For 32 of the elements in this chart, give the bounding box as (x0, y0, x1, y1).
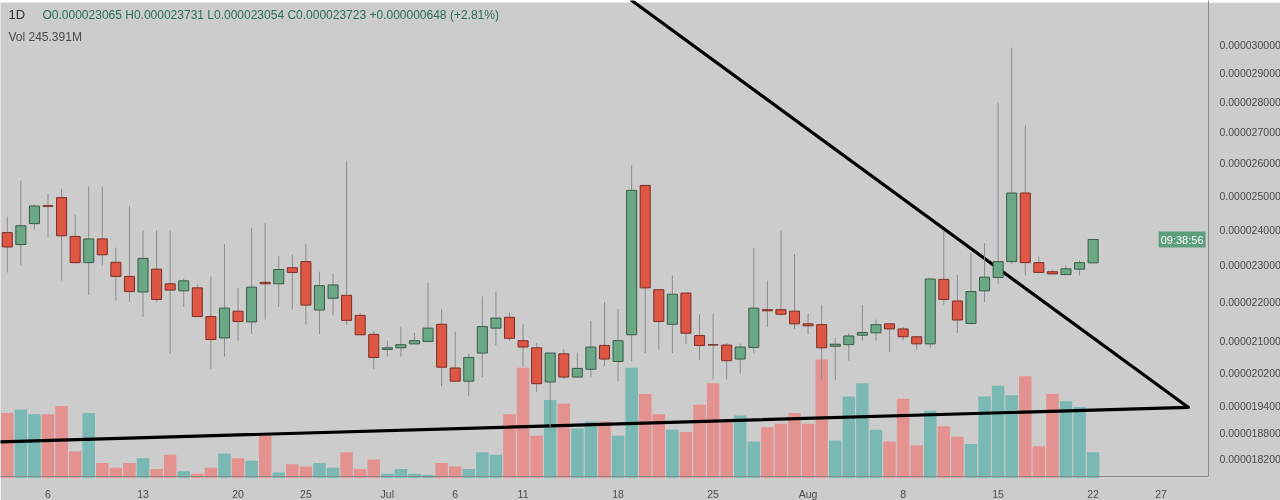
y-tick-label: 0.000030000 (1219, 38, 1280, 51)
annotation: 09:38:56 (1160, 233, 1204, 246)
x-tick-label: 6 (45, 487, 52, 500)
x-tick-label: 8 (900, 487, 907, 500)
y-tick-label: 0.000023000 (1219, 259, 1280, 272)
text: O0.000023065 H0.000023731 L0.000023054 C0.000023723 +0.000000648 (+2.81%) (42, 7, 499, 22)
y-tick-label: 0.000019400 (1219, 400, 1280, 413)
y-tick-label: 0.000026000 (1219, 157, 1280, 170)
x-tick-label: 25 (707, 487, 720, 500)
x-tick-label: 13 (137, 487, 150, 500)
x-tick-label: 11 (517, 487, 529, 500)
x-tick-label: 15 (992, 487, 1005, 500)
y-tick-label: 0.000021000 (1219, 334, 1280, 347)
x-tick-label: Aug (798, 487, 818, 500)
x-tick-label: 20 (232, 487, 245, 500)
y-tick-label: 0.000028000 (1219, 95, 1280, 108)
y-tick-label: 0.000022000 (1219, 296, 1280, 309)
y-tick-label: 0.000024000 (1219, 223, 1280, 236)
annotation: Vol 245.391M (8, 29, 82, 44)
x-tick-label: Jul (380, 487, 395, 500)
y-tick-label: 0.000027000 (1219, 126, 1280, 139)
y-tick-label: 0.000018200 (1219, 453, 1280, 466)
y-tick-label: 0.000018800 (1219, 426, 1280, 439)
x-tick-label: 18 (612, 487, 625, 500)
text: 1D (8, 6, 26, 22)
x-tick-label: 25 (300, 487, 312, 500)
y-tick-label: 0.000020200 (1219, 366, 1280, 379)
x-tick-label: 6 (452, 487, 459, 500)
y-tick-label: 0.000029000 (1219, 66, 1280, 79)
x-tick-label: 22 (1087, 487, 1100, 500)
y-tick-label: 0.000025000 (1219, 189, 1280, 202)
x-tick-label: 27 (1155, 487, 1167, 500)
